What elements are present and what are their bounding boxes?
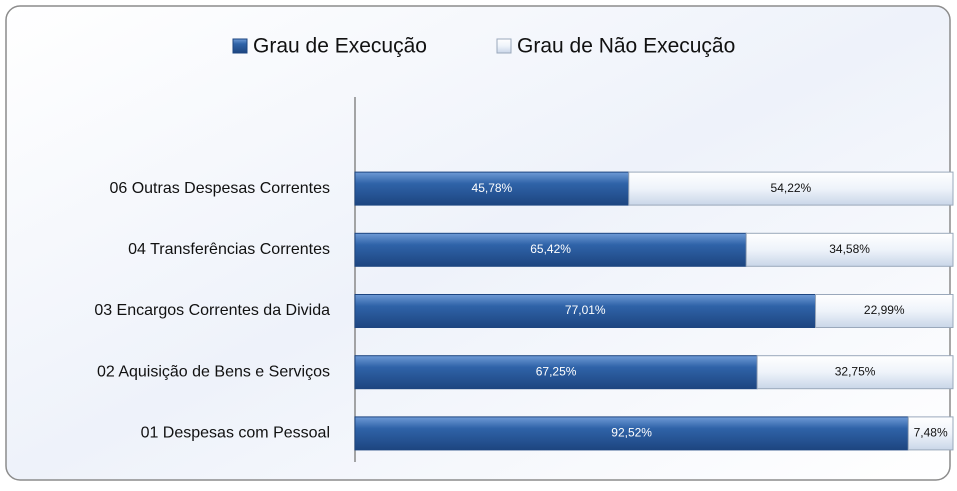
category-label: 02 Aquisição de Bens e Serviços [97, 363, 330, 380]
value-label: 67,25% [536, 364, 577, 378]
bar-segment [354, 294, 817, 328]
value-label: 22,99% [864, 303, 905, 317]
category-label: 03 Encargos Correntes da Divida [94, 302, 330, 319]
bar-segment [745, 232, 954, 267]
legend-swatch [496, 38, 512, 54]
bar-segment [354, 171, 630, 206]
value-label: 77,01% [565, 303, 606, 317]
bar-segment [815, 294, 954, 328]
bar-segment [354, 416, 909, 451]
category-label: 04 Transferências Correntes [128, 241, 330, 258]
bar-segment [756, 355, 954, 390]
value-label: 7,48% [914, 426, 948, 440]
value-label: 65,42% [530, 242, 571, 256]
value-label: 34,58% [829, 242, 870, 256]
category-label: 06 Outras Despesas Correntes [109, 180, 330, 197]
bar-segment [628, 171, 954, 206]
value-label: 54,22% [771, 181, 812, 195]
category-label: 01 Despesas com Pessoal [141, 425, 330, 442]
legend-label: Grau de Não Execução [517, 35, 735, 58]
bar-segment [907, 416, 954, 451]
value-label: 32,75% [835, 364, 876, 378]
legend-label: Grau de Execução [253, 35, 427, 58]
bar-segment [354, 232, 747, 267]
legend-swatch [232, 38, 248, 54]
value-label: 45,78% [472, 181, 513, 195]
value-label: 92,52% [611, 426, 652, 440]
